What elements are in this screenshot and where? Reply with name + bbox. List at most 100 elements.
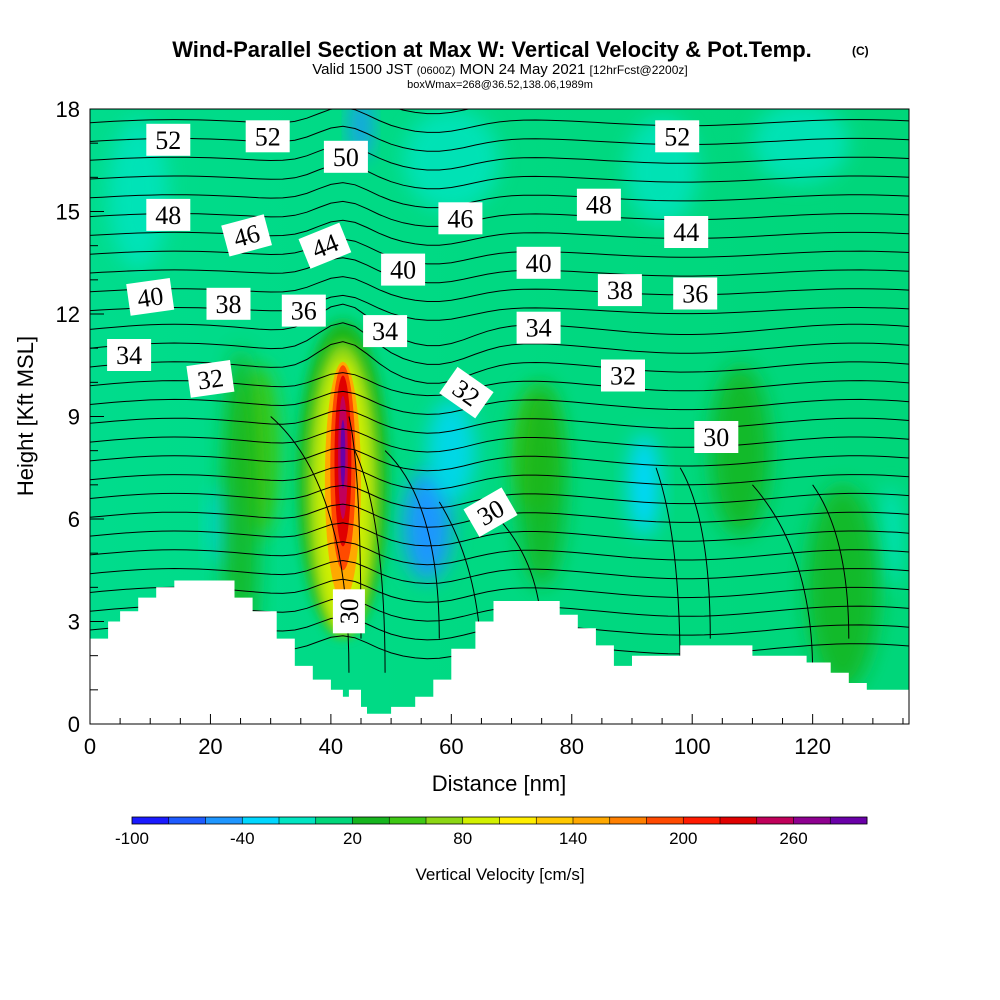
contour-label: 34: [107, 339, 152, 371]
contour-label: 34: [516, 311, 561, 344]
colorbar-swatch: [720, 817, 758, 824]
colorbar-swatch: [499, 817, 537, 824]
contour-label: 46: [221, 214, 272, 257]
colorbar-tick-label: 80: [453, 829, 472, 848]
colorbar-swatch: [830, 817, 868, 824]
contour-label-text: 34: [116, 341, 142, 370]
subtitle-date: MON 24 May 2021: [459, 61, 585, 78]
velocity-feature: [427, 399, 476, 502]
isentrope-line: [90, 409, 909, 434]
contour-label-text: 34: [526, 314, 552, 343]
isentrope-line: [354, 450, 440, 673]
colorbar-swatch: [426, 817, 464, 824]
colorbar-swatch: [205, 817, 243, 824]
isentrope-line: [90, 200, 909, 227]
contour-label-text: 32: [610, 362, 636, 391]
contour-label: 48: [576, 188, 621, 221]
colorbar-tick-label: 20: [343, 829, 362, 848]
contour-label-text: 30: [703, 423, 729, 452]
y-tick-label: 15: [56, 200, 80, 225]
contour-label: 46: [438, 202, 483, 235]
chart-title: Wind-Parallel Section at Max W: Vertical…: [172, 37, 812, 62]
isentrope-line: [90, 541, 909, 566]
subtitle-valid: Valid 1500 JST: [312, 61, 412, 78]
contour-label-text: 48: [155, 201, 181, 230]
colorbar-tick-label: 260: [779, 829, 807, 848]
isentrope-line: [90, 163, 909, 190]
contour-label-text: 40: [390, 256, 416, 285]
plot-area: 52 52 50 52 48 46 44 46 48 44 40 38 36 40 40 38 36 34 32 34…: [90, 109, 909, 724]
colorbar-swatch: [132, 817, 170, 824]
y-axis-title: Height [Kft MSL]: [13, 336, 38, 496]
subtitle-utc: (0600Z): [417, 65, 456, 77]
y-tick-label: 3: [68, 610, 80, 635]
isentrope-line: [90, 257, 909, 284]
colorbar-swatch: [609, 817, 647, 824]
y-tick-label: 9: [68, 405, 80, 430]
y-tick-label: 6: [68, 507, 80, 532]
x-tick-label: 20: [198, 734, 222, 759]
colorbar-swatch: [573, 817, 611, 824]
colorbar-swatch: [315, 817, 353, 824]
isentrope-line: [90, 125, 909, 152]
contour-label: 30: [694, 421, 739, 453]
x-tick-label: 60: [439, 734, 463, 759]
contour-label-text: 46: [447, 204, 473, 233]
contour-label: 44: [664, 216, 709, 248]
colorbar-title: Vertical Velocity [cm/s]: [415, 865, 584, 884]
contour-label: 50: [323, 140, 368, 173]
y-axis: 0 3 6 9 12 15 18: [56, 97, 104, 737]
velocity-feature: [108, 119, 169, 270]
isentrope-line: [90, 109, 909, 133]
contour-label-text: 40: [135, 281, 165, 313]
contour-label-text: 38: [216, 290, 242, 319]
contour-label: 30: [332, 589, 365, 634]
isentrope-line: [90, 428, 909, 453]
colorbar-tick-label: -100: [115, 829, 149, 848]
isentrope-line: [90, 466, 909, 491]
contour-label-text: 40: [526, 249, 552, 278]
contour-label-text: 34: [372, 317, 398, 346]
colorbar-swatch: [756, 817, 794, 824]
velocity-feature: [628, 433, 660, 537]
contour-label: 52: [655, 120, 700, 153]
contour-label: 40: [381, 253, 426, 286]
contour-label: 32: [186, 359, 235, 398]
isentrope-line: [655, 467, 711, 673]
contour-label-text: 30: [335, 598, 364, 624]
isentrope-line: [90, 559, 909, 585]
colorbar-swatch: [242, 817, 280, 824]
contour-label-text: 36: [682, 280, 708, 309]
isentrope-line: [90, 238, 909, 265]
contour-label: 34: [363, 315, 408, 348]
velocity-feature: [752, 109, 849, 185]
updraft-core-ring: [340, 419, 346, 489]
terrain: [90, 580, 909, 724]
velocity-feature: [403, 109, 500, 212]
contour-label: 36: [281, 294, 326, 327]
velocity-feature: [878, 484, 903, 588]
isentrope-line: [90, 447, 909, 472]
contour-labels: 52 52 50 52 48 46 44 46 48 44 40 38 36 40 40 38 36 34 32 34…: [107, 120, 739, 634]
contour-label-text: 52: [664, 122, 690, 151]
isentrope-line: [90, 390, 909, 415]
isentrope-line: [752, 484, 850, 673]
velocity-feature: [403, 471, 452, 581]
contour-label: 40: [126, 277, 175, 316]
isentrope-line: [90, 182, 909, 209]
colorbar-swatch: [168, 817, 206, 824]
x-tick-label: 80: [560, 734, 584, 759]
colorbar-swatch: [279, 817, 317, 824]
colorbar-swatch: [683, 817, 721, 824]
chart-subtitle: Valid 1500 JST (0600Z) MON 24 May 2021 […: [312, 61, 688, 78]
contour-label: 36: [673, 277, 718, 310]
contour-label: 52: [146, 123, 191, 156]
y-tick-label: 12: [56, 302, 80, 327]
contour-label-text: 38: [607, 276, 633, 305]
x-tick-label: 40: [319, 734, 343, 759]
y-tick-label: 18: [56, 97, 80, 122]
contour-label: 48: [146, 198, 191, 231]
colorbar-swatch: [646, 817, 684, 824]
colorbar-swatch: [352, 817, 390, 824]
